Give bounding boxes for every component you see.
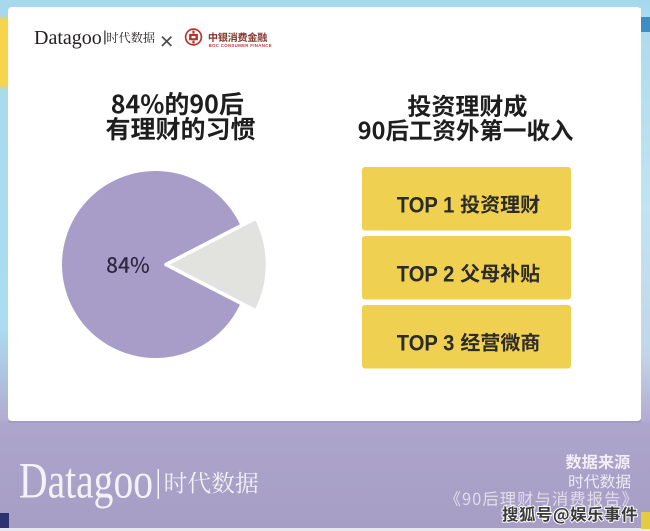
svg-text:TOP 2: TOP 2 <box>397 261 455 286</box>
svg-text:BOC CONSUMER FINANCE: BOC CONSUMER FINANCE <box>209 43 272 48</box>
svg-text:TOP 3: TOP 3 <box>397 330 455 355</box>
svg-text:Datagoo: Datagoo <box>19 454 153 510</box>
svg-text:Datagoo: Datagoo <box>34 27 102 49</box>
svg-text:TOP 1: TOP 1 <box>397 192 455 217</box>
